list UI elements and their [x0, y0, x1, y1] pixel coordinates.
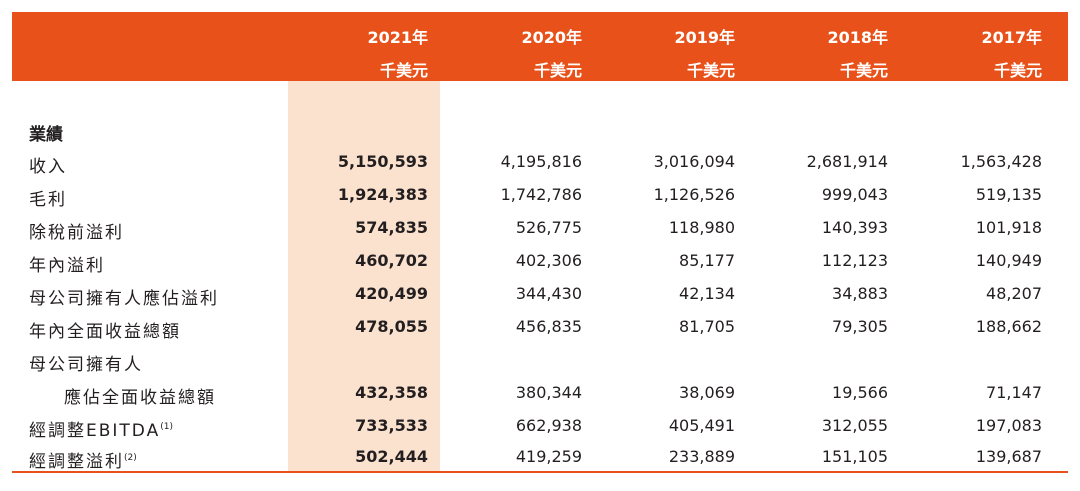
cell-2017: 188,662 [975, 317, 1042, 336]
table-row: 母公司擁有人 [0, 350, 1080, 382]
table-row: 母公司擁有人應佔溢利 420,499 344,430 42,134 34,883… [0, 284, 1080, 316]
table-row: 年內溢利 460,702 402,306 85,177 112,123 140,… [0, 251, 1080, 283]
cell-2017: 71,147 [986, 383, 1042, 402]
cell-2020: 4,195,816 [500, 152, 582, 171]
cell-2017: 519,135 [975, 185, 1042, 204]
row-label: 應佔全面收益總額 [64, 388, 216, 408]
row-label: 經調整EBITDA(1) [29, 416, 173, 441]
section-title: 業績 [29, 125, 63, 145]
cell-2021: 478,055 [355, 317, 428, 336]
cell-2020: 344,430 [515, 284, 582, 303]
header-unit-2018: 千美元 [839, 61, 888, 80]
cell-2017: 140,949 [975, 251, 1042, 270]
header-unit-2019: 千美元 [686, 61, 735, 80]
table-row: 收入 5,150,593 4,195,816 3,016,094 2,681,9… [0, 152, 1080, 184]
cell-2021: 574,835 [355, 218, 428, 237]
cell-2018: 151,105 [821, 447, 888, 466]
cell-2019: 42,134 [679, 284, 735, 303]
row-label: 收入 [29, 157, 67, 177]
row-label: 母公司擁有人應佔溢利 [29, 289, 219, 309]
footnote-marker: (1) [160, 422, 173, 432]
row-label: 除稅前溢利 [29, 223, 124, 243]
cell-2021: 502,444 [355, 447, 428, 466]
cell-2020: 419,259 [515, 447, 582, 466]
table-row: 經調整溢利(2) 502,444 419,259 233,889 151,105… [0, 447, 1080, 479]
header-year-2019: 2019年 [674, 28, 735, 47]
cell-2017: 139,687 [975, 447, 1042, 466]
cell-2018: 19,566 [832, 383, 888, 402]
cell-2019: 3,016,094 [653, 152, 735, 171]
header-unit-2017: 千美元 [993, 61, 1042, 80]
cell-2018: 999,043 [821, 185, 888, 204]
table-header-band [12, 12, 1068, 81]
row-label: 母公司擁有人 [29, 355, 143, 375]
table-row: 應佔全面收益總額 432,358 380,344 38,069 19,566 7… [0, 383, 1080, 415]
cell-2018: 140,393 [821, 218, 888, 237]
row-label: 年內全面收益總額 [29, 322, 181, 342]
cell-2019: 233,889 [668, 447, 735, 466]
header-unit-2021: 千美元 [379, 61, 428, 80]
cell-2019: 81,705 [679, 317, 735, 336]
cell-2018: 2,681,914 [806, 152, 888, 171]
header-year-2017: 2017年 [981, 28, 1042, 47]
table-row: 年內全面收益總額 478,055 456,835 81,705 79,305 1… [0, 317, 1080, 349]
cell-2019: 118,980 [668, 218, 735, 237]
row-label: 毛利 [29, 190, 67, 210]
cell-2021: 1,924,383 [337, 185, 428, 204]
cell-2017: 101,918 [975, 218, 1042, 237]
header-year-2020: 2020年 [521, 28, 582, 47]
cell-2018: 112,123 [821, 251, 888, 270]
cell-2018: 312,055 [821, 416, 888, 435]
cell-2019: 1,126,526 [653, 185, 735, 204]
header-year-2018: 2018年 [827, 28, 888, 47]
table-row: 毛利 1,924,383 1,742,786 1,126,526 999,043… [0, 185, 1080, 217]
cell-2021: 420,499 [355, 284, 428, 303]
cell-2020: 526,775 [515, 218, 582, 237]
row-label-text: 經調整溢利 [29, 452, 124, 472]
cell-2019: 85,177 [679, 251, 735, 270]
cell-2019: 405,491 [668, 416, 735, 435]
cell-2021: 733,533 [355, 416, 428, 435]
row-label-text: 經調整EBITDA [29, 421, 161, 441]
cell-2018: 34,883 [832, 284, 888, 303]
row-label: 經調整溢利(2) [29, 447, 137, 472]
header-year-2021: 2021年 [367, 28, 428, 47]
footnote-marker: (2) [124, 453, 137, 463]
table-row: 經調整EBITDA(1) 733,533 662,938 405,491 312… [0, 416, 1080, 448]
cell-2017: 197,083 [975, 416, 1042, 435]
cell-2021: 5,150,593 [337, 152, 428, 171]
header-unit-2020: 千美元 [533, 61, 582, 80]
row-label: 年內溢利 [29, 256, 105, 276]
cell-2021: 460,702 [355, 251, 428, 270]
current-year-highlight-column [288, 81, 440, 471]
cell-2017: 48,207 [986, 284, 1042, 303]
cell-2020: 456,835 [515, 317, 582, 336]
bottom-rule [12, 471, 1068, 473]
cell-2020: 662,938 [515, 416, 582, 435]
cell-2018: 79,305 [832, 317, 888, 336]
cell-2021: 432,358 [355, 383, 428, 402]
cell-2019: 38,069 [679, 383, 735, 402]
cell-2020: 1,742,786 [500, 185, 582, 204]
table-row: 除稅前溢利 574,835 526,775 118,980 140,393 10… [0, 218, 1080, 250]
cell-2020: 380,344 [515, 383, 582, 402]
cell-2020: 402,306 [515, 251, 582, 270]
cell-2017: 1,563,428 [960, 152, 1042, 171]
